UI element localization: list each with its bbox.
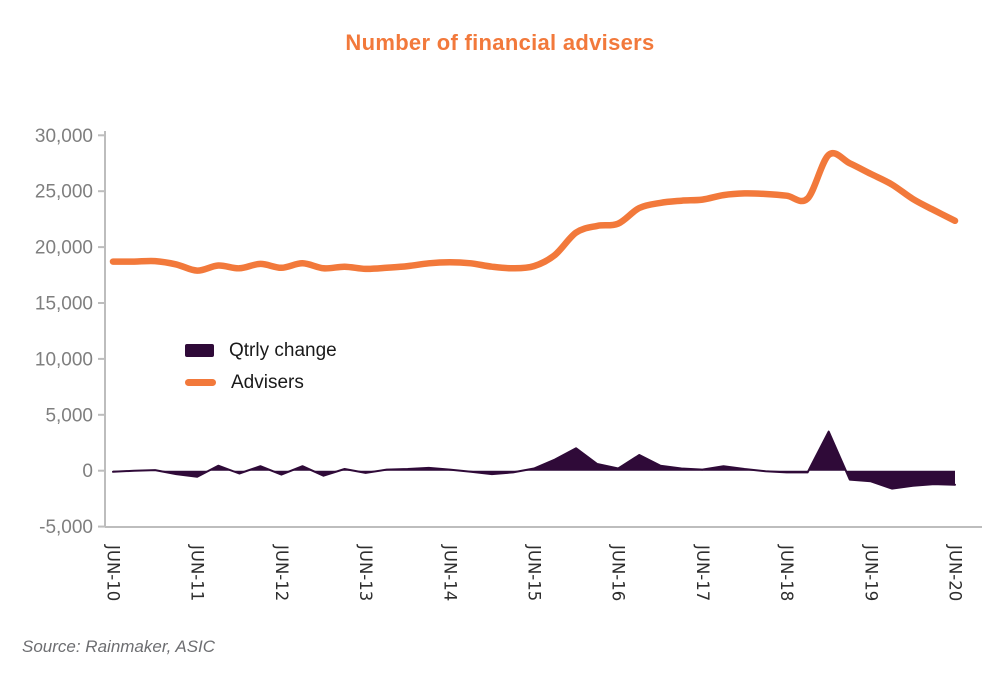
source-note: Source: Rainmaker, ASIC bbox=[22, 637, 216, 656]
qtrly-change-area bbox=[113, 431, 955, 489]
legend-item-advisers: Advisers bbox=[185, 373, 337, 392]
y-axis-tick-label: 0 bbox=[82, 461, 93, 482]
x-axis-tick-label: JUN-10 bbox=[104, 544, 123, 601]
x-axis-tick-label: JUN-16 bbox=[609, 544, 628, 601]
legend: Qtrly change Advisers bbox=[185, 341, 337, 392]
legend-label-advisers: Advisers bbox=[231, 372, 304, 393]
x-axis-tick-label: JUN-13 bbox=[356, 544, 375, 601]
x-axis-tick-label: JUN-14 bbox=[440, 544, 459, 601]
y-axis-tick-label: 20,000 bbox=[35, 238, 93, 259]
x-axis-tick-label: JUN-19 bbox=[861, 544, 880, 601]
advisers-swatch-icon bbox=[185, 379, 216, 386]
y-axis-tick-label: 5,000 bbox=[45, 405, 93, 426]
x-axis-tick-label: JUN-15 bbox=[525, 544, 544, 601]
advisers-line bbox=[109, 150, 959, 274]
y-axis-tick-label: 15,000 bbox=[35, 294, 93, 315]
qtrly-change-swatch-icon bbox=[185, 344, 214, 357]
x-axis-tick-label: JUN-18 bbox=[777, 544, 796, 601]
y-axis-tick-label: 30,000 bbox=[35, 126, 93, 147]
chart-title: Number of financial advisers bbox=[345, 30, 655, 55]
x-axis-tick-label: JUN-12 bbox=[272, 544, 291, 601]
y-axis-tick-label: 10,000 bbox=[35, 349, 93, 370]
y-axis-tick-label: 25,000 bbox=[35, 182, 93, 203]
x-axis-tick-label: JUN-17 bbox=[693, 544, 712, 601]
x-axis-tick-label: JUN-11 bbox=[188, 544, 207, 601]
x-axis-tick-label: JUN-20 bbox=[946, 544, 965, 601]
legend-item-qtrly-change: Qtrly change bbox=[185, 341, 337, 360]
legend-label-qtrly-change: Qtrly change bbox=[229, 340, 337, 361]
y-axis-tick-label: -5,000 bbox=[39, 517, 93, 538]
qtrly-change-outline bbox=[112, 430, 956, 490]
